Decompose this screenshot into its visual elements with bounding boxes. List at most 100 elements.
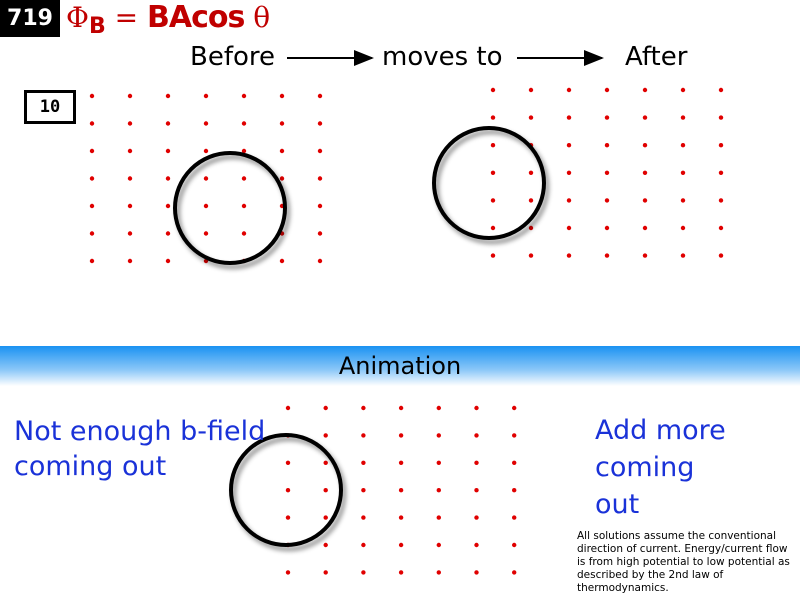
field-dot-icon [323, 405, 328, 411]
field-dot-icon [642, 225, 648, 231]
field-dot-icon [680, 115, 686, 120]
field-dot-icon [241, 176, 247, 181]
field-dot-icon [490, 115, 496, 120]
field-dot-icon [203, 176, 209, 181]
field-dot-icon [285, 515, 291, 520]
field-dot-icon [680, 170, 686, 175]
field-dot-icon [323, 515, 328, 520]
field-dot-icon [241, 93, 247, 99]
field-dot-icon [680, 253, 686, 258]
field-dot-icon [323, 542, 328, 548]
field-dot-icon [361, 460, 366, 465]
field-dot-icon [566, 143, 572, 148]
flux-formula: ΦB = BAcos θ [66, 0, 271, 39]
field-dot-icon [398, 433, 404, 438]
field-dot-icon [642, 170, 648, 175]
field-dot-icon [436, 515, 441, 520]
field-dot-icon [127, 93, 133, 99]
left-caption: Not enough b-field coming out [14, 414, 265, 484]
field-dot-icon [127, 203, 133, 209]
field-dot-icon [361, 515, 366, 520]
formula-theta: θ [244, 1, 271, 34]
field-dot-icon [490, 253, 496, 258]
field-dot-icon [127, 121, 133, 126]
field-dot-icon [528, 170, 534, 175]
field-dot-icon [279, 176, 285, 181]
field-dot-icon [512, 542, 517, 548]
loop-before [173, 151, 287, 265]
formula-phi: Φ [66, 1, 89, 34]
field-dot-icon [604, 253, 610, 258]
field-dot-icon [474, 405, 479, 411]
right-caption-line: Add more [595, 415, 726, 446]
field-dot-icon [512, 515, 517, 520]
field-dot-icon [398, 570, 404, 575]
left-caption-line: Not enough b-field [14, 416, 266, 447]
field-dot-icon [127, 148, 133, 154]
field-dot-icon [165, 121, 171, 126]
field-dot-icon [604, 143, 610, 148]
moves-to-label: moves to [382, 42, 503, 72]
field-dot-icon [165, 176, 171, 181]
field-dot-icon [604, 198, 610, 203]
field-dot-icon [512, 488, 517, 493]
field-dot-icon [642, 253, 648, 258]
field-dot-icon [317, 203, 323, 209]
field-dot-icon [241, 231, 247, 236]
field-dot-icon [604, 170, 610, 175]
field-dot-icon [317, 176, 323, 181]
field-dot-icon [490, 170, 496, 175]
field-dot-icon [474, 515, 479, 520]
field-dot-icon [285, 570, 291, 575]
field-dot-icon [528, 253, 534, 258]
field-dot-icon [317, 148, 323, 154]
field-dot-icon [279, 93, 285, 99]
field-dot-icon [285, 488, 291, 493]
field-dot-icon [718, 253, 724, 258]
loop-after [432, 126, 546, 240]
field-dot-icon [279, 258, 285, 264]
field-dot-icon [528, 115, 534, 120]
field-dot-icon [566, 115, 572, 120]
field-dot-icon [203, 121, 209, 126]
field-dot-icon [718, 115, 724, 120]
loop-animation [229, 433, 343, 547]
field-dot-icon [512, 570, 517, 575]
field-dot-icon [203, 231, 209, 236]
field-dot-icon [474, 570, 479, 575]
field-dot-icon [165, 203, 171, 209]
field-dot-icon [642, 143, 648, 148]
formula-equals: = [105, 1, 148, 34]
field-dot-icon [512, 460, 517, 465]
field-dot-icon [89, 203, 95, 209]
animation-label: Animation [338, 352, 462, 380]
field-dot-icon [361, 570, 366, 575]
field-dot-icon [241, 203, 247, 209]
field-dot-icon [512, 433, 517, 438]
field-dot-icon [89, 258, 95, 264]
field-dot-icon [398, 405, 404, 411]
field-dot-icon [642, 198, 648, 203]
field-dot-icon [89, 121, 95, 126]
field-dot-icon [361, 433, 366, 438]
field-dot-icon [474, 433, 479, 438]
field-dot-icon [718, 87, 724, 93]
field-dot-icon [317, 93, 323, 99]
field-dot-icon [528, 225, 534, 231]
field-dot-icon [279, 121, 285, 126]
field-dot-icon [127, 231, 133, 236]
field-dot-icon [436, 460, 441, 465]
field-dot-icon [398, 515, 404, 520]
field-dot-icon [680, 87, 686, 93]
field-dot-icon [474, 488, 479, 493]
field-dot-icon [718, 198, 724, 203]
field-dot-icon [566, 170, 572, 175]
field-dot-icon [718, 170, 724, 175]
field-dot-icon [398, 542, 404, 548]
field-dot-icon [165, 231, 171, 236]
field-dot-icon [323, 488, 328, 493]
field-dot-icon [528, 198, 534, 203]
field-dot-icon [165, 93, 171, 99]
field-dot-icon [89, 231, 95, 236]
field-dot-icon [89, 93, 95, 99]
